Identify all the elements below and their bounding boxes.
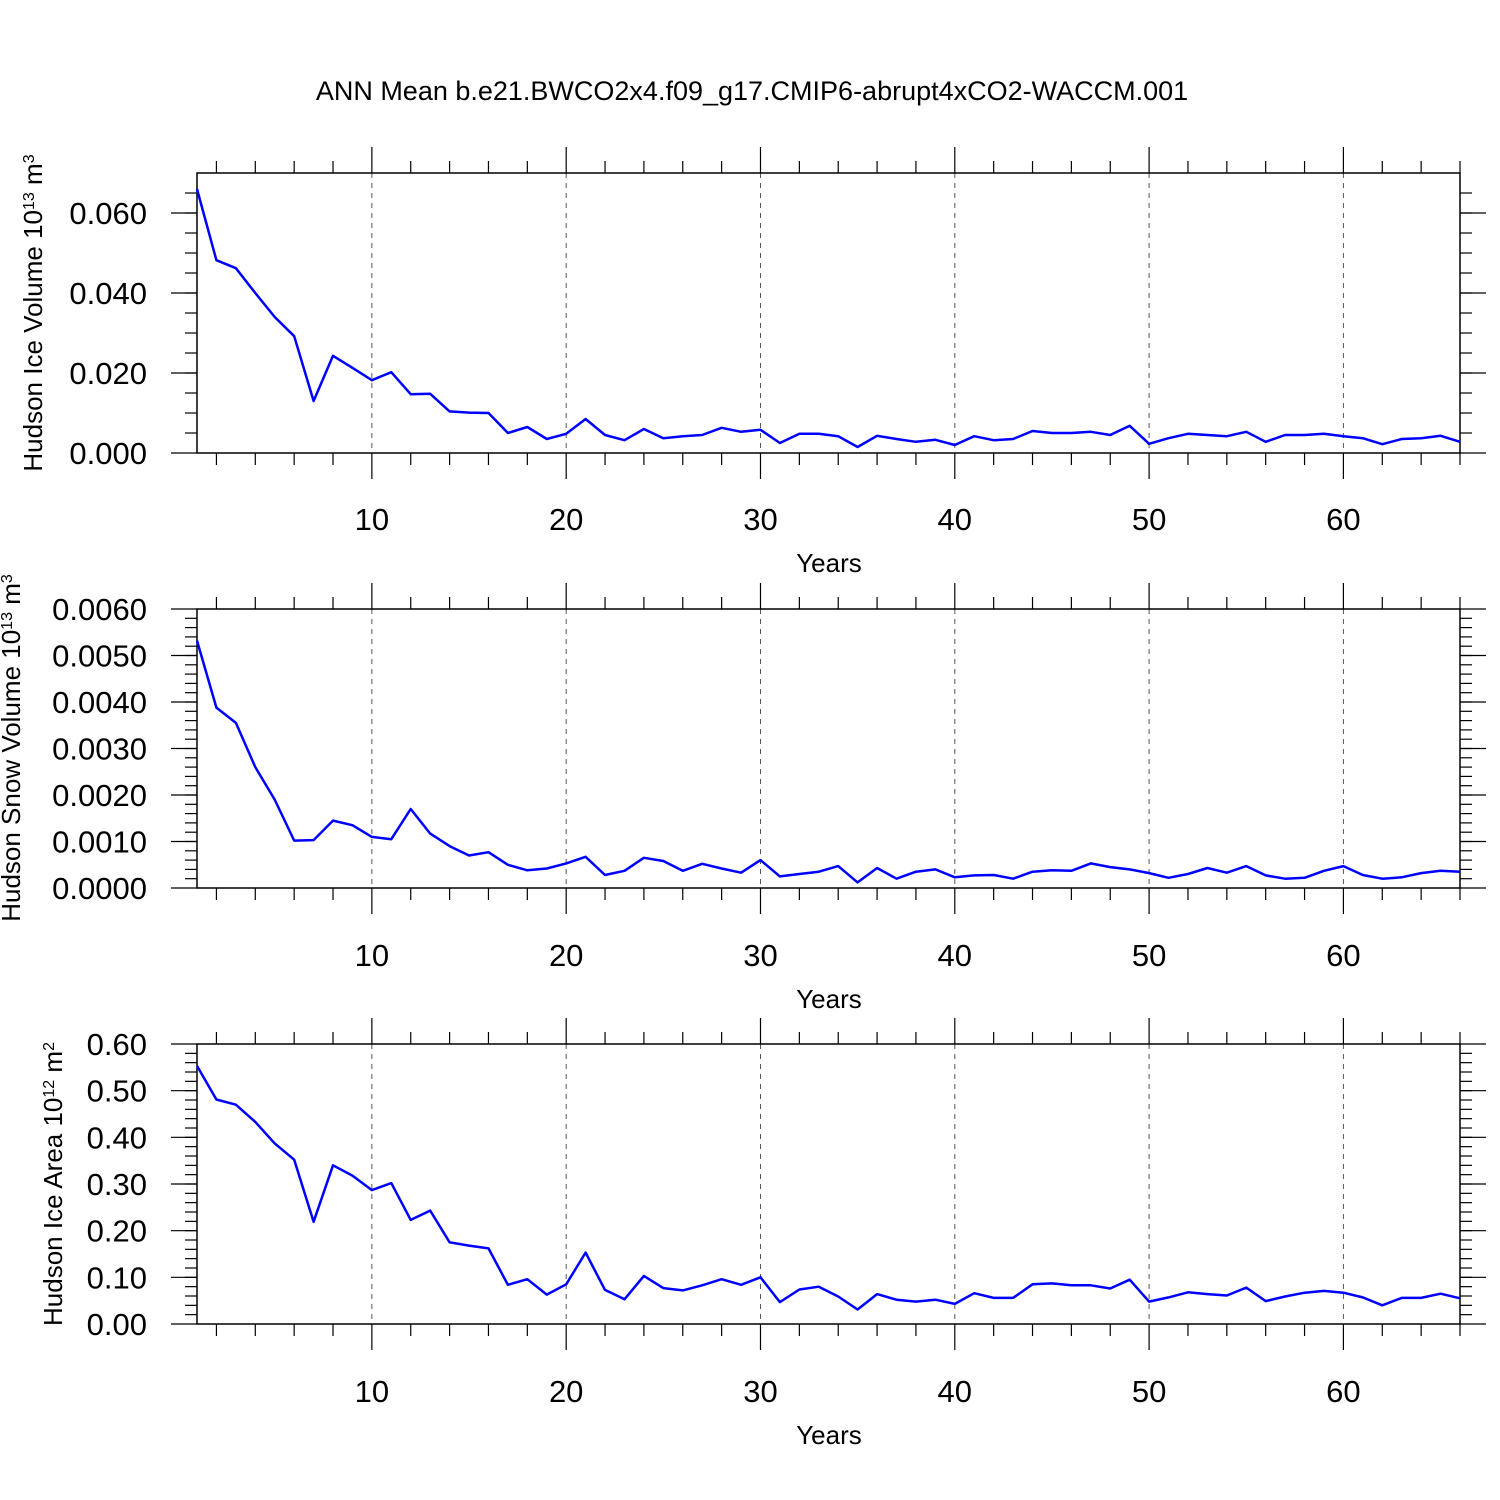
plot-frame xyxy=(196,608,1461,889)
x-tick-label: 60 xyxy=(1326,502,1360,537)
panel-3: 0.00 0.10 0.20 0.30 0.40 0.50 0.60 10 20 30 40 50 60… xyxy=(38,1018,1486,1450)
series-line xyxy=(195,1065,1461,1311)
x-tick-label: 60 xyxy=(1326,1374,1360,1409)
x-tick-label: 40 xyxy=(938,502,972,537)
y-tick-label: 0.020 xyxy=(69,356,147,391)
panel-1: 0.000 0.020 0.040 0.060 10 20 30 40 50 60 Years Hud… xyxy=(18,147,1486,578)
x-tick-label: 50 xyxy=(1132,502,1166,537)
x-tick-label: 20 xyxy=(549,938,583,973)
x-tick-label: 40 xyxy=(938,938,972,973)
x-tick-label: 30 xyxy=(743,938,777,973)
y-tick-label: 0.0050 xyxy=(52,639,147,674)
panels: 0.000 0.020 0.040 0.060 10 20 30 40 50 60 Years Hud… xyxy=(0,147,1486,1450)
y-axis-label-superscript: 3 xyxy=(21,154,38,163)
plot-frame xyxy=(196,172,1461,454)
x-axis-label: Years xyxy=(796,984,862,1014)
plot-frame xyxy=(196,1043,1461,1325)
y-tick-label: 0.00 xyxy=(87,1307,147,1342)
y-tick-label: 0.040 xyxy=(69,276,147,311)
y-tick-label: 0.20 xyxy=(87,1214,147,1249)
y-tick-label: 0.10 xyxy=(87,1260,147,1295)
y-tick-label: 0.000 xyxy=(69,436,147,471)
x-tick-label: 10 xyxy=(355,1374,389,1409)
x-tick-label: 40 xyxy=(938,1374,972,1409)
y-axis-label-part: Hudson Snow Volume 10 xyxy=(0,630,26,922)
y-axis-label-part: m xyxy=(18,163,48,192)
y-tick-label: 0.40 xyxy=(87,1120,147,1155)
y-tick-label: 0.60 xyxy=(87,1027,147,1062)
y-axis-label-superscript: 13 xyxy=(21,192,38,210)
y-axis-label-superscript: 3 xyxy=(0,574,16,583)
y-axis-label-part: Hudson Ice Area 10 xyxy=(38,1098,68,1326)
y-axis-label-part: m xyxy=(38,1051,68,1080)
y-axis-label-superscript: 2 xyxy=(41,1042,58,1051)
figure-title: ANN Mean b.e21.BWCO2x4.f09_g17.CMIP6-abr… xyxy=(316,76,1188,106)
x-tick-label: 10 xyxy=(355,502,389,537)
y-tick-label: 0.0030 xyxy=(52,732,147,767)
y-axis-label-part: Hudson Ice Volume 10 xyxy=(18,210,48,472)
x-tick-label: 30 xyxy=(743,502,777,537)
x-tick-label: 10 xyxy=(355,938,389,973)
y-tick-label: 0.060 xyxy=(69,196,147,231)
x-tick-label: 20 xyxy=(549,502,583,537)
x-tick-label: 30 xyxy=(743,1374,777,1409)
y-tick-label: 0.0000 xyxy=(52,871,147,906)
x-tick-label: 20 xyxy=(549,1374,583,1409)
y-axis-label-superscript: 12 xyxy=(41,1080,58,1098)
x-axis-label: Years xyxy=(796,548,862,578)
y-tick-label: 0.30 xyxy=(87,1167,147,1202)
y-tick-label: 0.0020 xyxy=(52,778,147,813)
y-tick-label: 0.0040 xyxy=(52,685,147,720)
y-axis-label: Hudson Ice Area 1012 m2 xyxy=(38,1042,68,1326)
x-axis-label: Years xyxy=(796,1420,862,1450)
y-tick-label: 0.0010 xyxy=(52,825,147,860)
y-axis-label-part: m xyxy=(0,583,26,612)
panel-2: 0.0000 0.0010 0.0020 0.0030 0.0040 0.0050 0.00… xyxy=(0,574,1486,1014)
y-tick-label: 0.0060 xyxy=(52,592,147,627)
x-tick-label: 60 xyxy=(1326,938,1360,973)
series-line xyxy=(195,188,1461,449)
y-axis-label-superscript: 13 xyxy=(0,612,16,630)
y-tick-label: 0.50 xyxy=(87,1074,147,1109)
y-axis-label: Hudson Ice Volume 1013 m3 xyxy=(18,154,48,471)
x-tick-label: 50 xyxy=(1132,938,1166,973)
x-tick-label: 50 xyxy=(1132,1374,1166,1409)
y-axis-label: Hudson Snow Volume 1013 m3 xyxy=(0,574,26,922)
series-line xyxy=(195,640,1461,884)
